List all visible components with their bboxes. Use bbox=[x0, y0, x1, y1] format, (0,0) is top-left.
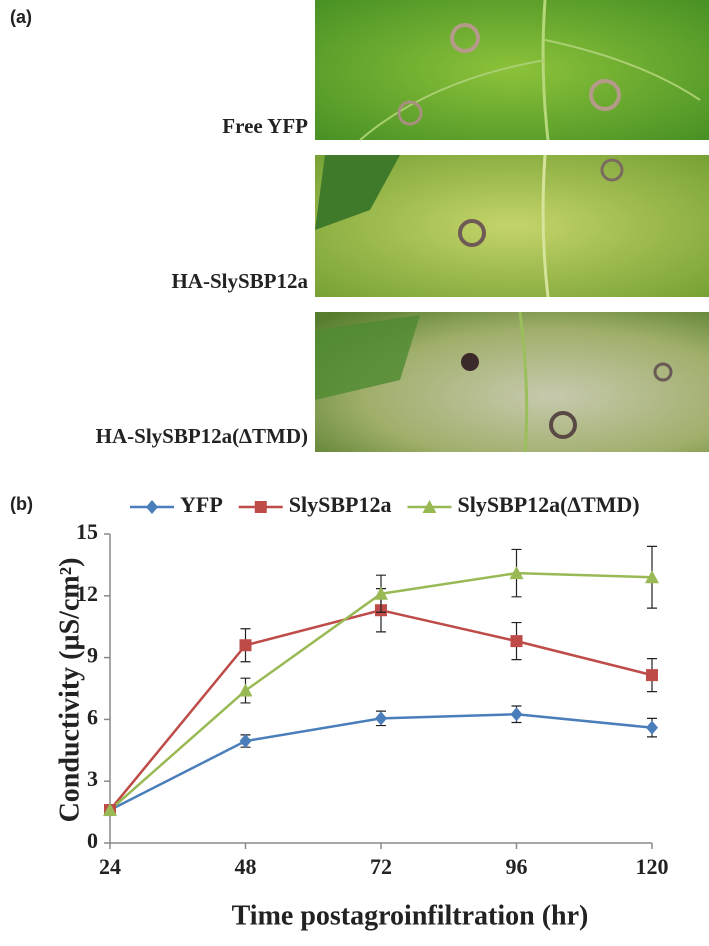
series-line bbox=[109, 712, 653, 812]
marker bbox=[103, 803, 117, 817]
marker bbox=[646, 669, 658, 682]
marker bbox=[238, 683, 253, 697]
image-label: HA-SlySBP12a bbox=[171, 269, 308, 293]
leaf-photo bbox=[315, 0, 709, 141]
y-tick-label: 15 bbox=[76, 519, 98, 544]
marker bbox=[510, 635, 523, 648]
leaf-photo bbox=[315, 154, 709, 298]
leaf-photo bbox=[315, 311, 709, 453]
marker bbox=[375, 711, 387, 726]
image-label: HA-SlySBP12a(∆TMD) bbox=[96, 424, 308, 448]
x-tick-label: 24 bbox=[99, 854, 121, 879]
marker bbox=[239, 734, 252, 749]
panel-label: (a) bbox=[10, 7, 32, 27]
x-tick-label: 120 bbox=[636, 854, 669, 879]
legend-label: YFP bbox=[180, 492, 223, 517]
legend-label: SlySBP12a(∆TMD) bbox=[457, 492, 639, 517]
y-tick-label: 6 bbox=[87, 704, 98, 729]
y-tick-label: 9 bbox=[87, 643, 98, 668]
legend-marker bbox=[146, 500, 158, 514]
x-tick-label: 96 bbox=[506, 854, 528, 879]
x-axis-label: Time postagroinfiltration (hr) bbox=[232, 900, 589, 931]
x-tick-label: 48 bbox=[235, 854, 257, 879]
legend-marker bbox=[254, 501, 267, 513]
legend-label: SlySBP12a bbox=[289, 492, 392, 517]
y-tick-label: 3 bbox=[87, 766, 98, 791]
marker bbox=[374, 586, 388, 600]
y-tick-label: 12 bbox=[76, 581, 98, 606]
marker bbox=[645, 570, 659, 584]
marker bbox=[509, 566, 524, 580]
marker bbox=[510, 707, 523, 722]
image-label: Free YFP bbox=[222, 114, 308, 138]
y-axis-label: Conductivity (µS/cm²) bbox=[54, 558, 85, 823]
x-tick-label: 72 bbox=[370, 854, 392, 879]
marker bbox=[239, 639, 252, 652]
marker bbox=[646, 720, 658, 735]
legend-marker bbox=[422, 500, 437, 513]
series-line bbox=[109, 608, 653, 811]
panel-label: (b) bbox=[10, 494, 33, 514]
y-tick-label: 0 bbox=[87, 828, 98, 853]
